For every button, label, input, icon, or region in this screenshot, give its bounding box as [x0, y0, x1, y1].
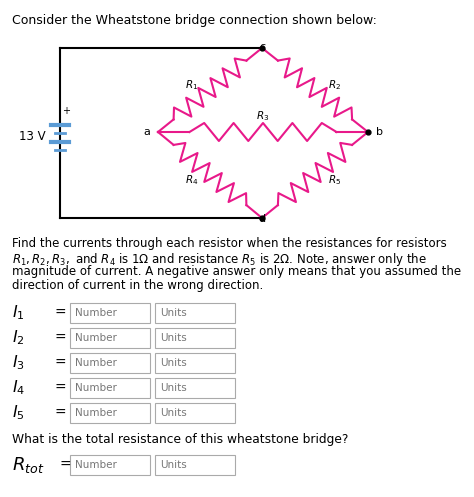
Bar: [70, 403, 150, 423]
Text: $R_1$: $R_1$: [185, 78, 199, 92]
Text: $I_5$: $I_5$: [12, 404, 25, 422]
Text: $R_2$: $R_2$: [328, 78, 342, 92]
Text: direction of current in the wrong direction.: direction of current in the wrong direct…: [12, 279, 263, 292]
Text: 13 V: 13 V: [19, 131, 46, 144]
Text: What is the total resistance of this wheatstone bridge?: What is the total resistance of this whe…: [12, 433, 348, 446]
Text: $I_4$: $I_4$: [12, 379, 25, 397]
Text: Consider the Wheatstone bridge connection shown below:: Consider the Wheatstone bridge connectio…: [12, 14, 377, 27]
Bar: [70, 353, 150, 373]
Text: Units: Units: [160, 408, 187, 418]
Text: Units: Units: [160, 383, 187, 393]
Bar: [70, 328, 150, 348]
Text: Units: Units: [160, 308, 187, 318]
Bar: [155, 328, 235, 348]
Bar: [155, 455, 235, 475]
Text: $I_3$: $I_3$: [12, 354, 25, 372]
Text: Number: Number: [75, 333, 117, 343]
Text: c: c: [259, 42, 265, 52]
Text: d: d: [258, 214, 265, 224]
Text: =: =: [59, 458, 71, 472]
Bar: [70, 378, 150, 398]
Bar: [155, 353, 235, 373]
Bar: [70, 303, 150, 323]
Text: $R_3$: $R_3$: [256, 109, 270, 123]
Text: =: =: [54, 356, 66, 370]
Text: Units: Units: [160, 358, 187, 368]
Bar: [155, 303, 235, 323]
Text: $R_1, R_2, R_3,$ and $R_4$ is 1Ω and resistance $R_5$ is 2Ω. Note, answer only t: $R_1, R_2, R_3,$ and $R_4$ is 1Ω and res…: [12, 251, 427, 268]
Text: Number: Number: [75, 383, 117, 393]
Text: $I_2$: $I_2$: [12, 329, 25, 347]
Text: Units: Units: [160, 333, 187, 343]
Text: Number: Number: [75, 308, 117, 318]
Text: =: =: [54, 406, 66, 420]
Text: Number: Number: [75, 358, 117, 368]
Text: $R_5$: $R_5$: [328, 173, 342, 187]
Text: +: +: [62, 106, 70, 116]
Text: =: =: [54, 306, 66, 320]
Text: Number: Number: [75, 408, 117, 418]
Text: Number: Number: [75, 460, 117, 470]
Text: $I_1$: $I_1$: [12, 304, 25, 323]
Text: =: =: [54, 331, 66, 345]
Text: $R_{tot}$: $R_{tot}$: [12, 455, 45, 475]
Bar: [155, 403, 235, 423]
Text: Find the currents through each resistor when the resistances for resistors: Find the currents through each resistor …: [12, 237, 447, 250]
Bar: [155, 378, 235, 398]
Text: b: b: [376, 127, 383, 137]
Bar: [70, 455, 150, 475]
Text: =: =: [54, 381, 66, 395]
Text: $R_4$: $R_4$: [185, 173, 199, 187]
Text: Units: Units: [160, 460, 187, 470]
Text: a: a: [143, 127, 150, 137]
Text: magnitude of current. A negative answer only means that you assumed the: magnitude of current. A negative answer …: [12, 265, 461, 278]
